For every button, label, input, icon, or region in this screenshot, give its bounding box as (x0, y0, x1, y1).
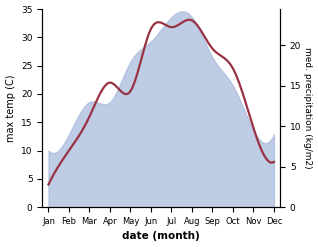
Y-axis label: med. precipitation (kg/m2): med. precipitation (kg/m2) (303, 47, 313, 169)
Y-axis label: max temp (C): max temp (C) (5, 74, 16, 142)
X-axis label: date (month): date (month) (122, 231, 200, 242)
